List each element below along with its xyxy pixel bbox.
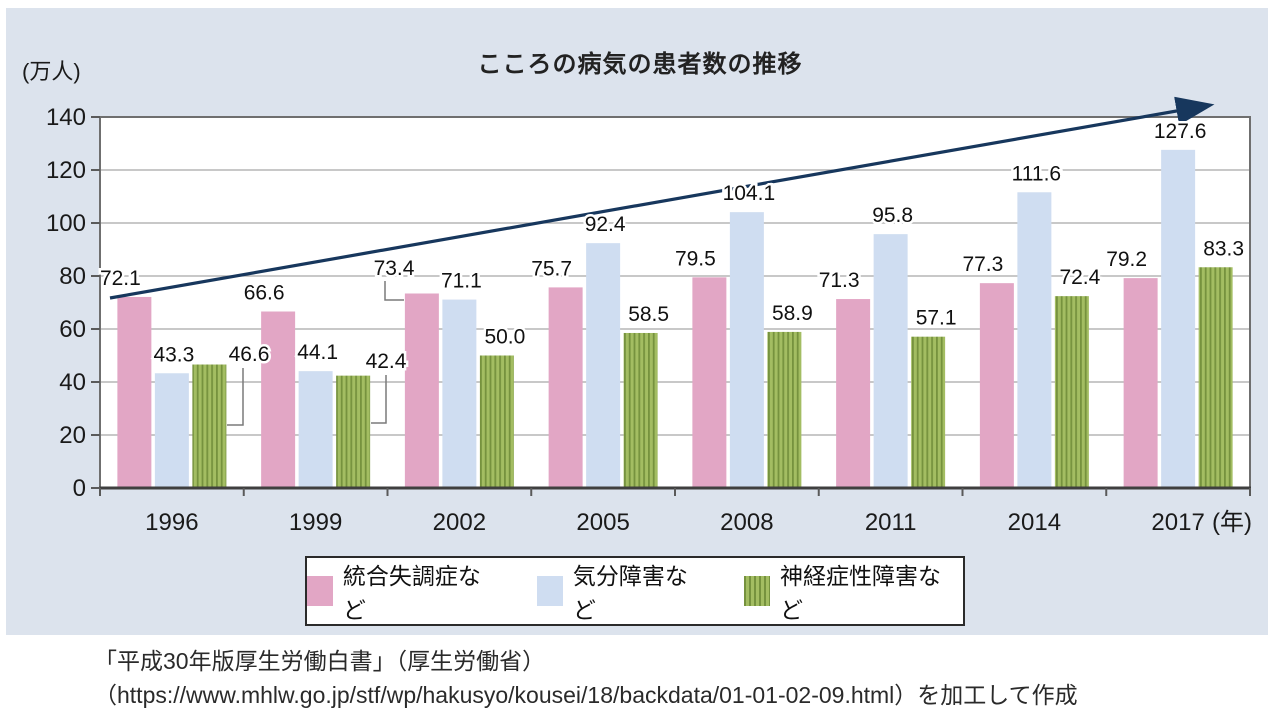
svg-text:100: 100 [46,210,86,237]
svg-text:1999: 1999 [289,509,342,536]
axis-ticks [91,116,1251,496]
svg-text:40: 40 [59,369,86,396]
bar [623,332,658,488]
y-axis-labels: 0 20 40 60 80 100 120 140 [46,104,86,502]
bar [192,364,227,488]
bar [117,296,152,488]
x-axis-unit-label: (年) [1212,509,1252,536]
svg-text:2017: 2017 [1151,509,1204,536]
value-label: 111.6 [1012,162,1061,185]
value-label: 46.6 [229,343,270,366]
svg-text:20: 20 [59,422,86,449]
bar [873,234,908,488]
value-label: 79.2 [1106,248,1147,271]
svg-text:2011: 2011 [865,509,917,536]
x-axis-labels: 1996 1999 2002 2005 2008 2011 2014 2017 [145,509,1205,536]
legend-item-neurotic-disorder: 神経症性障害など [744,557,963,625]
value-label: 104.1 [723,182,776,205]
legend-item-schizophrenia: 統合失調症など [307,557,503,625]
bar [836,299,871,488]
bar [911,336,946,488]
value-label: 92.4 [585,213,626,236]
bar [1198,267,1233,488]
value-label: 72.4 [1059,266,1100,289]
value-label: 57.1 [916,307,957,330]
legend-swatch-green-striped-icon [744,576,770,606]
svg-text:2008: 2008 [720,509,773,536]
bar [767,331,802,488]
bar [261,311,296,488]
legend: 統合失調症など 気分障害など 神経症性障害など [305,556,965,626]
svg-text:140: 140 [46,104,86,131]
legend-label: 気分障害など [572,563,688,623]
bar [1161,149,1196,489]
bar [1054,296,1089,488]
value-label: 127.6 [1154,120,1207,143]
value-label: 79.5 [675,247,716,270]
legend-swatch-blue-icon [537,576,563,606]
value-label: 83.3 [1203,237,1244,260]
bar [979,283,1014,488]
svg-text:2014: 2014 [1008,509,1061,536]
bar [729,212,764,488]
bar [479,355,514,488]
value-label: 71.3 [819,269,860,292]
svg-text:2005: 2005 [576,509,629,536]
trend-arrow [109,96,1215,300]
value-label: 43.3 [153,343,194,366]
bar [692,277,727,488]
bar [404,293,439,488]
source-citation: 「平成30年版厚生労働白書」（厚生労働省） （https://www.mhlw.… [94,644,1078,712]
chart-title: こころの病気の患者数の推移 [477,51,803,78]
svg-text:60: 60 [59,316,86,343]
value-label: 77.3 [962,253,1003,276]
bar [442,299,477,488]
legend-label: 神経症性障害など [779,563,941,623]
legend-swatch-pink-icon [307,576,333,606]
bar [1017,192,1052,488]
svg-text:0: 0 [73,475,86,502]
svg-text:1996: 1996 [145,509,198,536]
value-label: 71.1 [441,270,482,293]
value-label: 50.0 [484,326,525,349]
value-label: 44.1 [297,341,338,364]
source-line-1: 「平成30年版厚生労働白書」（厚生労働省） [94,648,546,674]
value-label: 42.4 [366,350,407,373]
legend-item-mood-disorder: 気分障害など [537,557,710,625]
bar [154,373,189,488]
source-line-2: （https://www.mhlw.go.jp/stf/wp/hakusyo/k… [94,682,1078,708]
bars-series-1 [154,149,1196,489]
callout-leader-lines [227,281,404,426]
value-label: 95.8 [872,204,913,227]
value-labels: 72.1 66.6 73.4 75.7 79.5 71.3 77.3 79.2 43.3 44.1… [97,117,1246,375]
svg-text:120: 120 [46,157,86,184]
svg-text:2002: 2002 [433,509,486,536]
bars-series-0 [117,277,1158,488]
bar [548,287,583,488]
bar [298,371,333,488]
y-axis-unit-label: (万人) [22,59,81,84]
value-label: 58.5 [628,303,669,326]
bar [586,243,621,488]
svg-text:80: 80 [59,263,86,290]
value-label: 72.1 [100,267,141,290]
bar [1123,278,1158,488]
bar [336,375,371,488]
legend-label: 統合失調症など [342,563,481,623]
value-label: 75.7 [531,257,572,280]
value-label: 58.9 [772,302,813,325]
value-label: 66.6 [244,282,285,305]
value-label: 73.4 [374,257,415,280]
bars-series-2 [192,267,1233,488]
